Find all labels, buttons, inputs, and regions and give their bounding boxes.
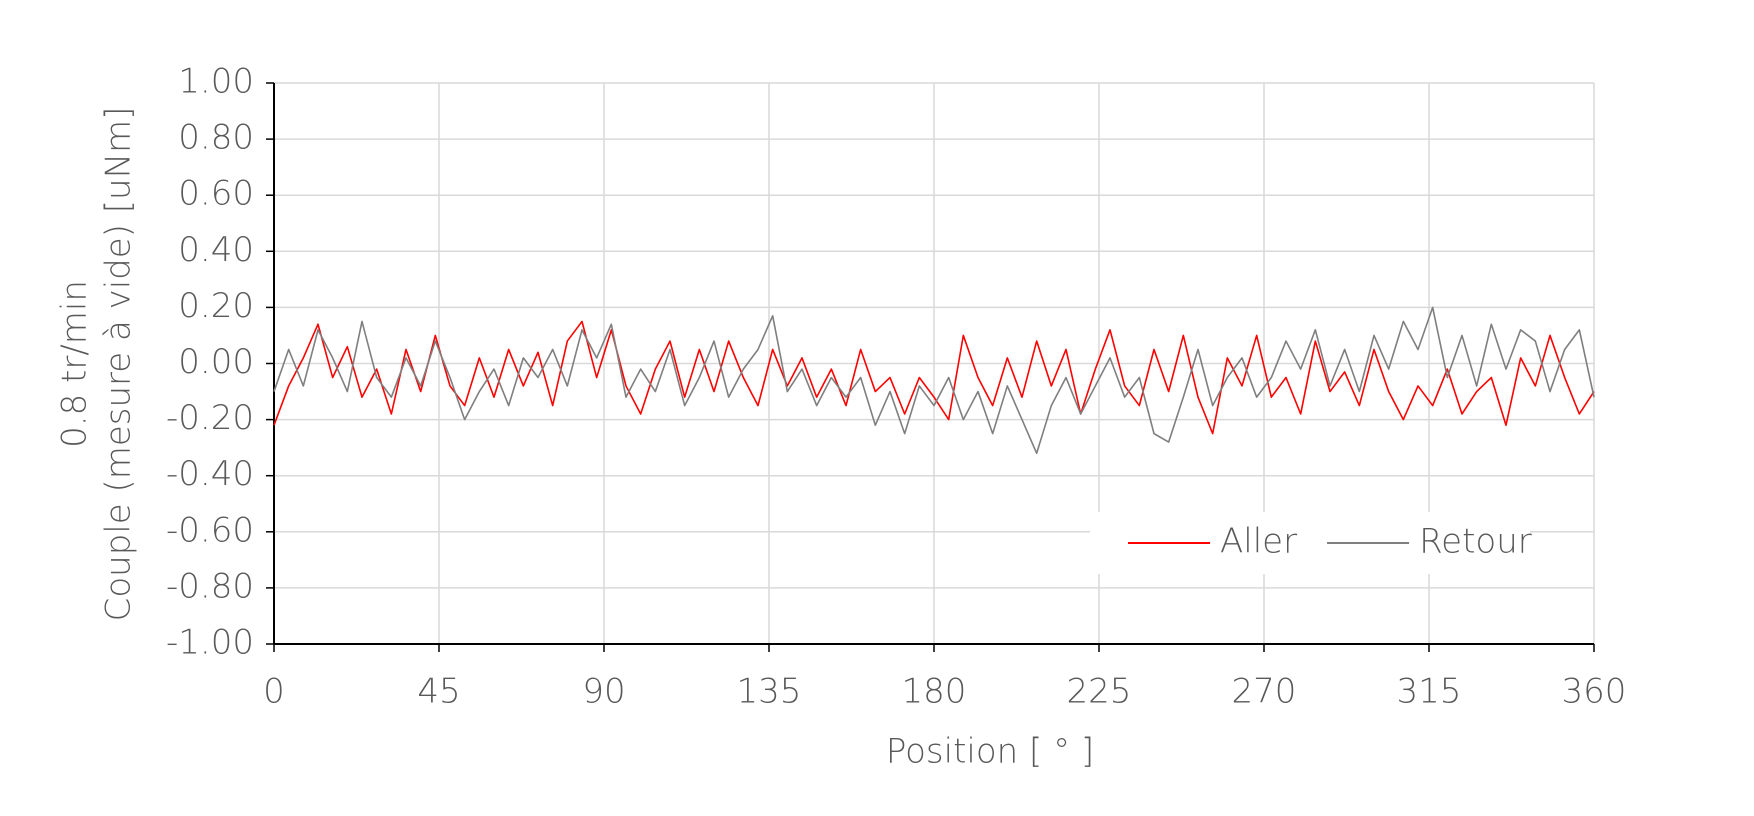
y-tick-label: 1.00 bbox=[178, 62, 254, 102]
x-tick-label: 180 bbox=[902, 672, 967, 712]
x-axis-label: Position [ ° ] bbox=[886, 732, 1094, 772]
data-line bbox=[273, 306, 1595, 455]
y-axis-label-group: 0.8 tr/min Couple (mesure à vide) [uNm] bbox=[55, 107, 139, 622]
y-axis-label: Couple (mesure à vide) [uNm] bbox=[99, 107, 139, 622]
y-axis-label: 0.8 tr/min bbox=[55, 280, 95, 448]
y-tick-label: -0.20 bbox=[166, 398, 254, 438]
x-tick-label: 270 bbox=[1232, 672, 1297, 712]
y-tick-label: -0.40 bbox=[166, 454, 254, 494]
y-tick-label: 0.80 bbox=[178, 118, 254, 158]
y-tick-label: -1.00 bbox=[166, 623, 254, 663]
x-tick-label: 45 bbox=[417, 672, 460, 712]
x-tick-label: 135 bbox=[737, 672, 802, 712]
x-tick-label: 315 bbox=[1397, 672, 1462, 712]
y-tick-label: 0.00 bbox=[178, 342, 254, 382]
x-tick-label: 90 bbox=[582, 672, 625, 712]
legend-label: Aller bbox=[1220, 522, 1297, 562]
y-tick-label: 0.40 bbox=[178, 230, 254, 270]
y-tick-label: -0.80 bbox=[166, 566, 254, 606]
legend-label: Retour bbox=[1419, 522, 1532, 562]
legend: Aller Retour bbox=[1090, 512, 1532, 574]
x-tick-label: 225 bbox=[1067, 672, 1132, 712]
x-tick-label: 0 bbox=[263, 672, 285, 712]
y-tick-label: 0.20 bbox=[178, 286, 254, 326]
data-line bbox=[273, 320, 1595, 435]
y-tick-label: 0.60 bbox=[178, 174, 254, 214]
y-tick-label: -0.60 bbox=[166, 510, 254, 550]
x-tick-label: 360 bbox=[1562, 672, 1627, 712]
